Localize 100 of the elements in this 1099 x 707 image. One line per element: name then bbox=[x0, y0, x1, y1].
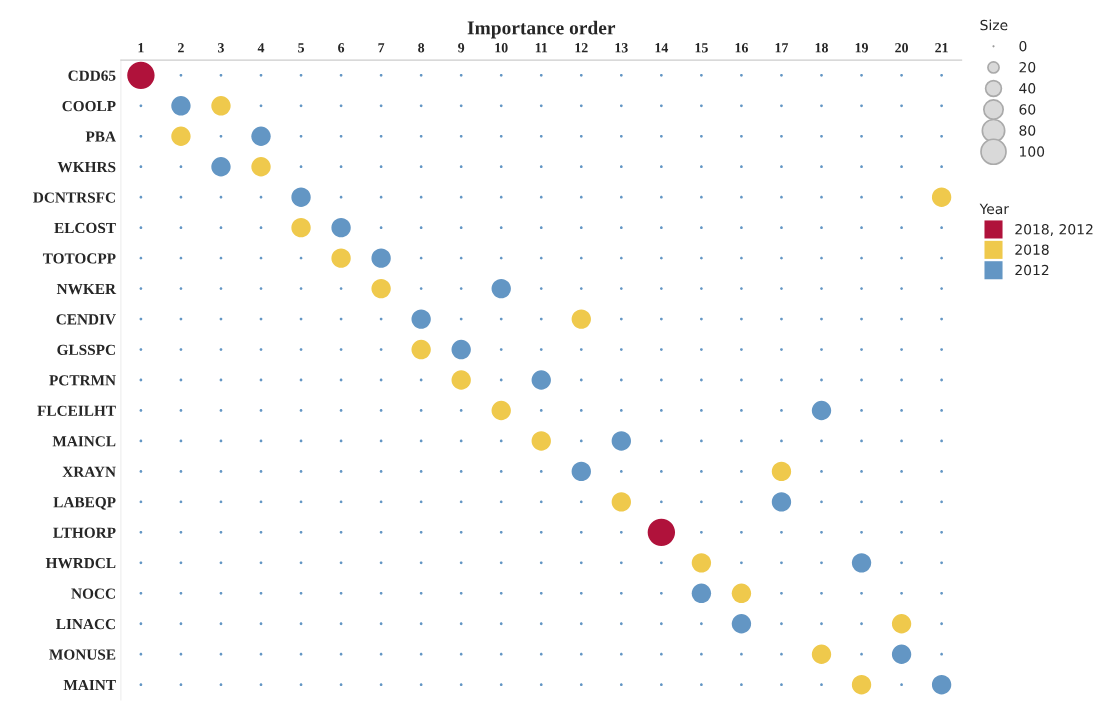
point bbox=[619, 73, 623, 77]
point bbox=[219, 226, 223, 230]
point bbox=[940, 378, 943, 382]
point bbox=[539, 622, 543, 626]
point bbox=[139, 165, 143, 169]
x-tick-label: 17 bbox=[775, 43, 789, 53]
point bbox=[900, 409, 903, 412]
point bbox=[179, 683, 183, 687]
point bbox=[539, 348, 543, 351]
point bbox=[900, 591, 903, 595]
point bbox=[780, 409, 783, 412]
point bbox=[900, 348, 903, 351]
point bbox=[219, 530, 223, 534]
point bbox=[780, 165, 783, 169]
point bbox=[299, 165, 303, 169]
point bbox=[940, 256, 943, 260]
point bbox=[860, 165, 863, 169]
point bbox=[659, 683, 663, 687]
point bbox=[659, 134, 663, 138]
point bbox=[940, 530, 943, 534]
x-tick-label: 18 bbox=[815, 43, 828, 53]
point bbox=[579, 165, 583, 169]
point bbox=[619, 378, 623, 382]
point bbox=[700, 500, 703, 504]
point bbox=[659, 591, 663, 595]
y-tick-label: ELCOST bbox=[54, 222, 116, 234]
point bbox=[740, 226, 743, 230]
point bbox=[379, 591, 383, 595]
point bbox=[740, 470, 743, 473]
point bbox=[299, 683, 303, 687]
point bbox=[299, 287, 303, 290]
point bbox=[579, 652, 583, 656]
point bbox=[740, 287, 743, 290]
point bbox=[579, 622, 583, 626]
point bbox=[780, 439, 783, 443]
point bbox=[499, 226, 503, 230]
point bbox=[579, 500, 583, 504]
point bbox=[659, 256, 663, 260]
point bbox=[499, 561, 503, 565]
point bbox=[259, 348, 263, 351]
point bbox=[820, 470, 823, 473]
point bbox=[820, 256, 823, 260]
point bbox=[419, 530, 423, 534]
point bbox=[659, 195, 663, 199]
point bbox=[940, 500, 943, 504]
point bbox=[219, 409, 223, 412]
point bbox=[940, 134, 943, 138]
point bbox=[659, 409, 663, 412]
point bbox=[820, 73, 823, 77]
point bbox=[940, 652, 943, 656]
point bbox=[459, 652, 463, 656]
point bbox=[740, 317, 743, 321]
point bbox=[539, 73, 543, 77]
point bbox=[259, 652, 263, 656]
y-tick-label: PBA bbox=[85, 131, 116, 142]
point bbox=[139, 530, 143, 534]
x-tick-label: 19 bbox=[855, 43, 868, 53]
point bbox=[179, 591, 183, 595]
point bbox=[900, 73, 903, 77]
text: Size bbox=[980, 19, 1008, 31]
point bbox=[219, 73, 223, 77]
point bbox=[579, 226, 583, 230]
point bbox=[179, 73, 183, 77]
point bbox=[139, 591, 143, 595]
point bbox=[700, 378, 703, 382]
point bbox=[299, 470, 303, 473]
x-tick-label: 12 bbox=[575, 43, 588, 53]
point bbox=[539, 287, 543, 290]
legend-label: 2018 bbox=[1015, 244, 1049, 255]
y-tick-label: TOTOCPP bbox=[42, 253, 116, 264]
point bbox=[860, 134, 863, 138]
point bbox=[539, 530, 543, 534]
point bbox=[700, 409, 703, 412]
point bbox=[499, 683, 503, 687]
point bbox=[379, 165, 383, 169]
legend-label: 40 bbox=[1019, 83, 1036, 94]
point bbox=[339, 530, 343, 534]
point bbox=[499, 134, 503, 138]
point bbox=[619, 195, 623, 199]
point bbox=[459, 287, 463, 290]
point bbox=[499, 73, 503, 77]
y-tick-label: NOCC bbox=[71, 588, 115, 599]
point bbox=[900, 256, 903, 260]
text: 0 bbox=[1019, 40, 1027, 52]
point bbox=[860, 287, 863, 290]
y-tick-label: LINACC bbox=[56, 618, 115, 630]
point bbox=[619, 470, 623, 473]
point bbox=[219, 683, 223, 687]
point bbox=[579, 287, 583, 290]
point bbox=[299, 73, 303, 77]
point bbox=[179, 530, 183, 534]
point bbox=[139, 287, 143, 290]
point bbox=[339, 348, 343, 351]
point bbox=[339, 470, 343, 473]
point bbox=[499, 652, 503, 656]
x-tick-label: 11 bbox=[535, 43, 548, 53]
x-tick-label: 6 bbox=[338, 43, 345, 53]
point bbox=[820, 530, 823, 534]
point bbox=[499, 348, 503, 351]
point bbox=[619, 134, 623, 138]
